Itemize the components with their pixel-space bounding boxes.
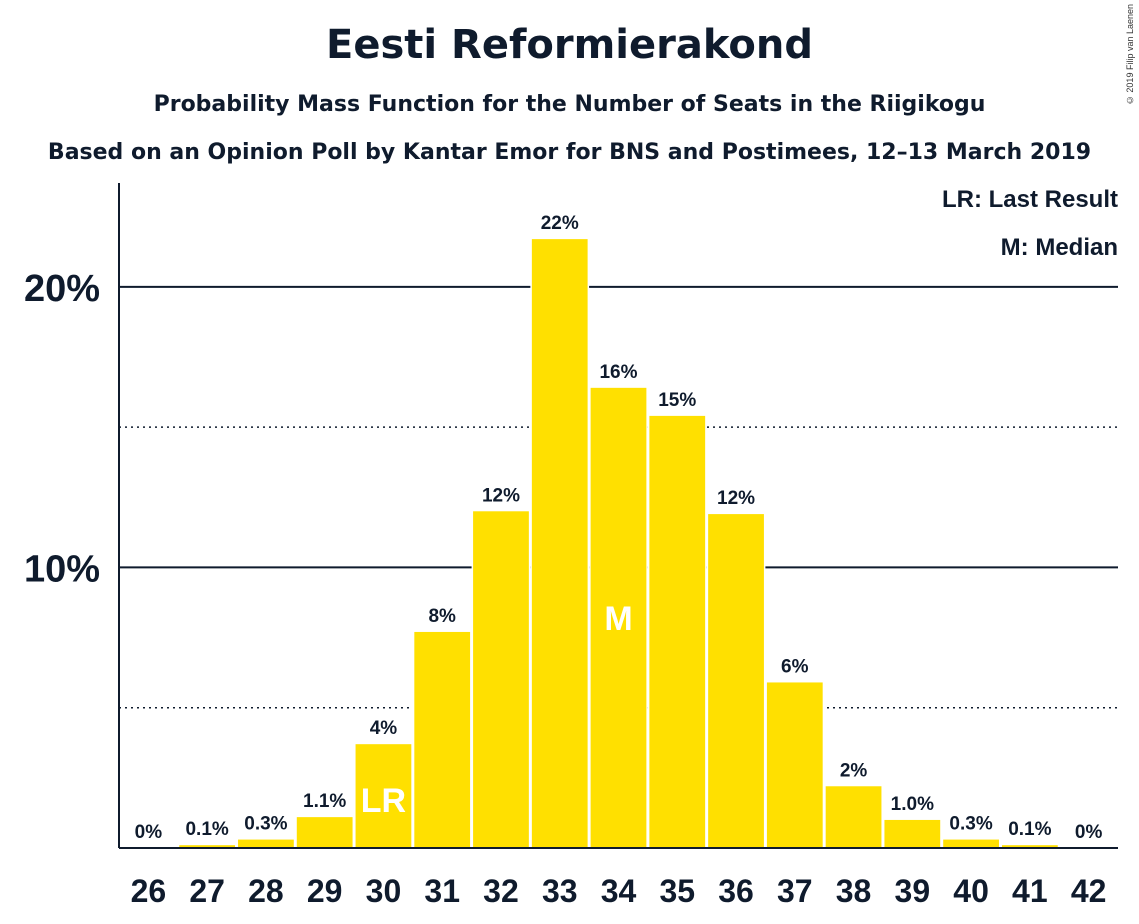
value-label-41: 0.1% xyxy=(1008,819,1051,840)
value-label-29: 1.1% xyxy=(303,791,346,812)
bar-32 xyxy=(473,511,529,848)
bar-40 xyxy=(943,839,999,848)
value-label-31: 8% xyxy=(428,606,456,627)
legend-median: M: Median xyxy=(1000,234,1118,261)
x-tick-label-33: 33 xyxy=(542,873,578,909)
value-label-30: 4% xyxy=(370,718,398,739)
x-tick-label-34: 34 xyxy=(601,873,637,909)
bar-38 xyxy=(825,786,882,848)
bar-30 xyxy=(355,744,412,848)
x-tick-label-35: 35 xyxy=(659,873,695,909)
value-label-39: 1.0% xyxy=(891,794,934,815)
value-label-35: 15% xyxy=(658,390,696,411)
x-tick-label-41: 41 xyxy=(1012,873,1048,909)
x-tick-label-31: 31 xyxy=(424,873,460,909)
bar-41 xyxy=(1001,845,1058,848)
x-tick-label-28: 28 xyxy=(248,873,284,909)
x-tick-label-30: 30 xyxy=(366,873,402,909)
value-label-26: 0% xyxy=(135,822,163,843)
x-tick-label-39: 39 xyxy=(895,873,931,909)
x-tick-label-37: 37 xyxy=(777,873,813,909)
chart-subtitle: Probability Mass Function for the Number… xyxy=(153,92,986,117)
median-marker: M xyxy=(604,600,632,638)
chart-title: Eesti Reformierakond xyxy=(326,22,813,68)
value-label-27: 0.1% xyxy=(185,819,228,840)
y-tick-label-20: 20% xyxy=(24,268,100,310)
bar-36 xyxy=(708,514,764,848)
bar-39 xyxy=(884,819,941,848)
bar-31 xyxy=(414,631,471,848)
x-tick-label-36: 36 xyxy=(718,873,754,909)
y-tick-label-10: 10% xyxy=(24,548,100,590)
x-tick-label-42: 42 xyxy=(1071,873,1107,909)
value-label-37: 6% xyxy=(781,656,809,677)
x-tick-label-27: 27 xyxy=(189,873,225,909)
bar-37 xyxy=(766,682,823,848)
value-label-28: 0.3% xyxy=(244,814,287,835)
value-label-32: 12% xyxy=(482,485,520,506)
value-label-33: 22% xyxy=(541,213,579,234)
x-tick-label-38: 38 xyxy=(836,873,872,909)
value-label-38: 2% xyxy=(840,760,868,781)
legend-last-result: LR: Last Result xyxy=(941,186,1118,213)
value-label-40: 0.3% xyxy=(949,814,992,835)
bar-27 xyxy=(179,845,236,848)
x-tick-label-29: 29 xyxy=(307,873,343,909)
chart-source: Based on an Opinion Poll by Kantar Emor … xyxy=(47,140,1092,165)
value-label-42: 0% xyxy=(1075,822,1103,843)
x-tick-label-32: 32 xyxy=(483,873,519,909)
last-result-marker: LR xyxy=(361,782,406,820)
x-tick-label-40: 40 xyxy=(953,873,989,909)
bar-29 xyxy=(296,817,353,848)
value-label-34: 16% xyxy=(599,362,637,383)
value-label-36: 12% xyxy=(717,488,755,509)
x-tick-label-26: 26 xyxy=(131,873,167,909)
bar-28 xyxy=(238,839,294,848)
bar-34 xyxy=(590,387,647,848)
bar-35 xyxy=(649,415,706,848)
bar-33 xyxy=(531,239,588,848)
